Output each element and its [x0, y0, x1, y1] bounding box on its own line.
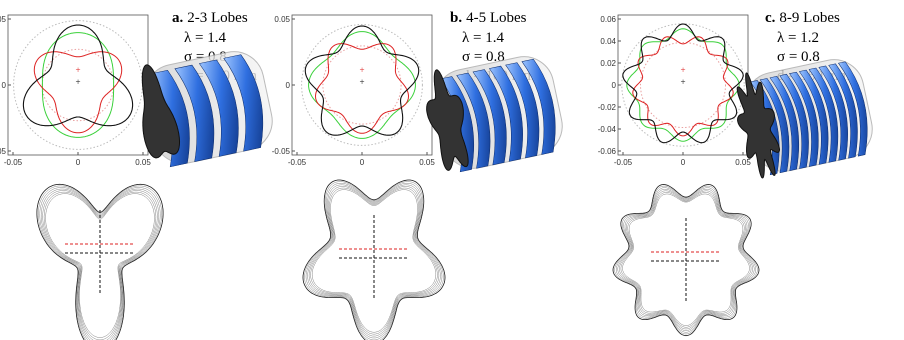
parameter: σ = 0.8 — [777, 49, 820, 65]
y-tick-label: 0.02 — [600, 59, 616, 68]
y-tick-label: 0.05 — [0, 15, 7, 24]
center-mark: + — [680, 77, 685, 87]
parameter: λ = 1.4 — [462, 30, 504, 46]
y-tick-label: 0 — [612, 81, 617, 90]
black-profile — [23, 25, 132, 126]
panel-heading: b.4-5 Lobes — [450, 10, 527, 26]
y-tick-label: 0 — [286, 81, 291, 90]
panel-title: 4-5 Lobes — [466, 10, 527, 26]
x-tick-label: 0 — [360, 158, 365, 167]
y-tick-label: -0.05 — [0, 147, 7, 156]
red-profile — [34, 52, 121, 133]
x-tick-label: 0.05 — [135, 158, 151, 167]
y-tick-label: -0.06 — [598, 147, 617, 156]
panel-label: a. — [172, 10, 184, 26]
panel-heading: a.2-3 Lobes — [172, 10, 248, 26]
x-tick-label: -0.05 — [4, 158, 23, 167]
x-tick-label: 0.05 — [419, 158, 435, 167]
y-tick-label: 0 — [2, 81, 7, 90]
x-tick-label: 0 — [681, 158, 686, 167]
center-mark: + — [359, 65, 364, 75]
parameter: λ = 1.2 — [777, 30, 819, 46]
y-tick-label: -0.02 — [598, 103, 617, 112]
panel-heading: c.8-9 Lobes — [765, 10, 840, 26]
x-tick-label: -0.05 — [614, 158, 633, 167]
x-tick-label: 0.05 — [735, 158, 751, 167]
y-tick-label: -0.05 — [272, 147, 291, 156]
x-tick-label: 0 — [76, 158, 81, 167]
panel-title: 2-3 Lobes — [187, 10, 248, 26]
rotor-render — [419, 47, 568, 176]
center-mark: + — [75, 77, 80, 87]
panel-label: c. — [765, 10, 776, 26]
rotor-render — [130, 42, 278, 171]
figure: + + -0.05 0 0.05 0.05 0 -0.05 a.2-3 Lobes λ = 1.4… — [0, 0, 904, 340]
center-mark: + — [75, 65, 80, 75]
y-tick-label: 0.04 — [600, 37, 616, 46]
y-tick-label: -0.04 — [598, 125, 617, 134]
center-mark: + — [359, 77, 364, 87]
parameter: λ = 1.4 — [184, 30, 226, 46]
center-mark: + — [680, 65, 685, 75]
y-tick-label: 0.06 — [600, 15, 616, 24]
x-tick-label: -0.05 — [288, 158, 307, 167]
panel-title: 8-9 Lobes — [779, 10, 840, 26]
panel-label: b. — [450, 10, 462, 26]
y-tick-label: 0.05 — [274, 15, 290, 24]
